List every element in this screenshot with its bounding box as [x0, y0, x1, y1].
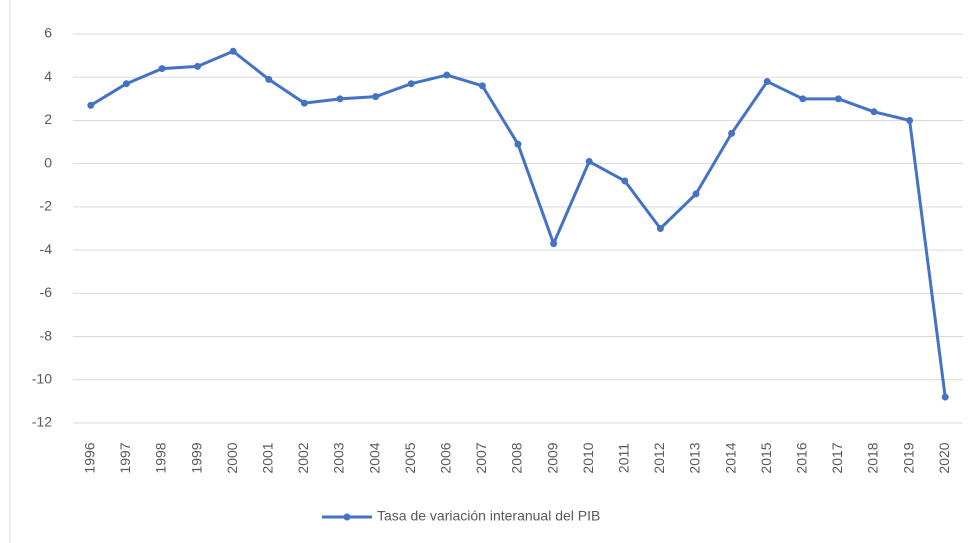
point-marker	[799, 95, 807, 103]
y-tick-label: -4	[40, 241, 53, 257]
point-marker	[550, 240, 558, 248]
x-tick-label: 2015	[758, 442, 774, 473]
x-tick-label: 2012	[651, 442, 667, 473]
x-tick-label: 2007	[473, 442, 489, 473]
x-tick-label: 1997	[117, 442, 133, 473]
legend-marker	[343, 513, 351, 521]
y-tick-label: 2	[44, 111, 52, 127]
point-marker	[692, 190, 700, 198]
point-marker	[372, 93, 380, 101]
x-tick-label: 2004	[366, 442, 382, 473]
point-marker	[229, 47, 237, 55]
point-marker	[122, 80, 130, 88]
point-marker	[478, 82, 486, 90]
point-marker	[158, 65, 166, 73]
point-marker	[834, 95, 842, 103]
y-tick-label: 6	[44, 25, 52, 41]
x-tick-label: 2014	[722, 442, 738, 473]
x-tick-label: 2002	[295, 442, 311, 473]
point-marker	[621, 177, 629, 185]
point-marker	[336, 95, 344, 103]
x-tick-label: 1999	[188, 442, 204, 473]
x-tick-label: 2001	[260, 442, 276, 473]
point-marker	[87, 101, 95, 109]
x-tick-label: 2000	[224, 442, 240, 473]
x-tick-label: 2005	[402, 442, 418, 473]
point-marker	[407, 80, 415, 88]
x-tick-label: 2010	[580, 442, 596, 473]
y-tick-label: -8	[40, 327, 53, 343]
point-marker	[194, 62, 202, 70]
x-tick-label: 2011	[616, 443, 632, 473]
point-marker	[728, 129, 736, 137]
x-tick-label: 2013	[687, 442, 703, 473]
x-tick-label: 2016	[794, 442, 810, 473]
y-tick-label: 0	[44, 154, 52, 170]
point-marker	[941, 393, 949, 401]
x-tick-label: 2008	[509, 442, 525, 473]
x-tick-label: 2017	[829, 442, 845, 473]
y-tick-label: -10	[32, 370, 52, 386]
x-tick-label: 2018	[865, 442, 881, 473]
legend-label: Tasa de variación interanual del PIB	[377, 508, 600, 524]
x-tick-label: 2009	[544, 442, 560, 473]
x-tick-label: 2020	[936, 442, 952, 473]
point-marker	[265, 75, 273, 83]
y-tick-label: -6	[40, 284, 53, 300]
point-marker	[656, 225, 664, 232]
y-tick-label: -2	[40, 198, 53, 214]
x-tick-label: 2019	[900, 442, 916, 473]
y-tick-label: -12	[32, 414, 52, 430]
point-marker	[514, 140, 522, 148]
point-marker	[300, 99, 308, 107]
series-line	[90, 49, 947, 398]
x-tick-label: 1996	[82, 442, 98, 473]
point-marker	[443, 71, 451, 79]
x-tick-label: 1998	[153, 442, 169, 473]
point-marker	[763, 78, 771, 86]
point-marker	[906, 116, 914, 124]
x-tick-label: 2006	[438, 442, 454, 473]
x-tick-label: 2003	[331, 442, 347, 473]
point-marker	[870, 108, 878, 116]
point-marker	[585, 158, 593, 166]
y-tick-label: 4	[44, 68, 52, 84]
